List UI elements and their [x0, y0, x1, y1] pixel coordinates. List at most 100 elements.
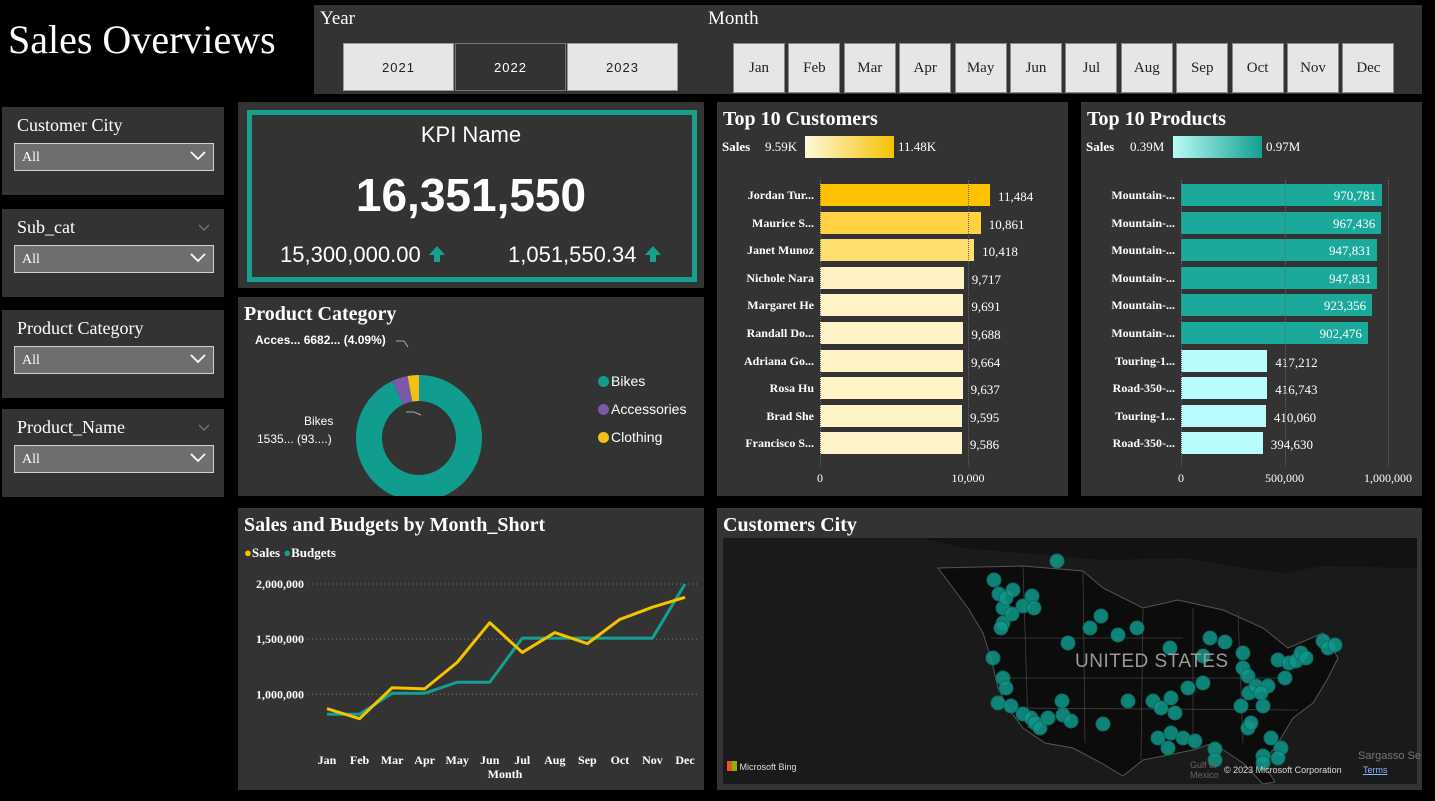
bar[interactable] [820, 322, 963, 344]
y-tick-label: 2,000,000 [256, 577, 304, 591]
map-city-marker[interactable] [1130, 621, 1144, 635]
month-apr-button[interactable]: Apr [899, 43, 951, 93]
map-city-marker[interactable] [1041, 711, 1055, 725]
map-city-marker[interactable] [1094, 609, 1108, 623]
month-nov-button[interactable]: Nov [1287, 43, 1339, 93]
bar[interactable] [820, 432, 962, 454]
map-city-marker[interactable] [1196, 676, 1210, 690]
products-color-scale [1173, 136, 1262, 158]
map-city-marker[interactable] [1111, 628, 1125, 642]
map-city-marker[interactable] [1168, 706, 1182, 720]
map-city-marker[interactable] [1271, 751, 1285, 765]
bar[interactable] [820, 377, 963, 399]
month-jun-button[interactable]: Jun [1010, 43, 1062, 93]
filter-dropdown[interactable]: All [14, 346, 214, 374]
map-city-marker[interactable] [999, 681, 1013, 695]
products-legend-max: 0.97M [1266, 139, 1300, 155]
map-terms-link[interactable]: Terms [1363, 765, 1388, 775]
bar[interactable] [820, 405, 962, 427]
map-city-marker[interactable] [1006, 583, 1020, 597]
map-city-marker[interactable] [1005, 607, 1019, 621]
customers-map[interactable] [723, 538, 1417, 784]
bar[interactable] [1181, 432, 1263, 454]
map-city-marker[interactable] [1188, 734, 1202, 748]
map-city-marker[interactable] [1218, 635, 1232, 649]
axis-tick-label: 0 [780, 471, 860, 486]
month-dec-button[interactable]: Dec [1342, 43, 1394, 93]
map-city-marker[interactable] [1328, 638, 1342, 652]
map-city-marker[interactable] [1121, 694, 1135, 708]
map-city-marker[interactable] [1027, 601, 1041, 615]
map-city-marker[interactable] [1181, 681, 1195, 695]
bar[interactable] [1181, 350, 1267, 372]
month-may-button[interactable]: May [955, 43, 1007, 93]
map-city-marker[interactable] [1244, 716, 1258, 730]
filter-dropdown[interactable]: All [14, 245, 214, 273]
map-city-marker[interactable] [994, 621, 1008, 635]
bar-value-label: 410,060 [1274, 410, 1316, 426]
chevron-down-icon[interactable] [198, 219, 210, 237]
map-city-marker[interactable] [1236, 646, 1250, 660]
month-jul-button[interactable]: Jul [1065, 43, 1117, 93]
legend-item[interactable]: Clothing [598, 429, 662, 445]
axis-tick-label: 10,000 [928, 471, 1008, 486]
bar-category-label: Mountain-... [1081, 216, 1175, 231]
month-aug-button[interactable]: Aug [1121, 43, 1173, 93]
map-country-label: UNITED STATES [1075, 651, 1229, 673]
bar[interactable] [820, 239, 974, 261]
y-tick-label: 1,000,000 [256, 687, 304, 701]
map-city-marker[interactable] [987, 573, 1001, 587]
map-city-marker[interactable] [1050, 554, 1064, 568]
bar-value-label: 9,664 [971, 355, 1000, 371]
bing-logo: Microsoft Bing [727, 761, 797, 772]
bar-category-label: Road-350-... [1081, 381, 1175, 396]
map-city-marker[interactable] [986, 651, 1000, 665]
bar[interactable] [820, 294, 963, 316]
legend-item[interactable]: Bikes [598, 373, 645, 389]
month-sep-button[interactable]: Sep [1176, 43, 1228, 93]
year-2023-button[interactable]: 2023 [567, 43, 678, 91]
map-city-marker[interactable] [1055, 694, 1069, 708]
gulf-label-line2: Mexico [1190, 770, 1219, 780]
arrow-up-icon [427, 244, 447, 264]
bar[interactable] [820, 267, 964, 289]
map-city-marker[interactable] [1083, 621, 1097, 635]
map-city-marker[interactable] [991, 696, 1005, 710]
bar[interactable] [820, 212, 981, 234]
map-city-marker[interactable] [1164, 691, 1178, 705]
bar[interactable] [820, 184, 990, 206]
map-city-marker[interactable] [1256, 699, 1270, 713]
month-jan-button[interactable]: Jan [733, 43, 785, 93]
bar[interactable] [820, 350, 963, 372]
map-city-marker[interactable] [1061, 636, 1075, 650]
map-city-marker[interactable] [1004, 699, 1018, 713]
year-2021-button[interactable]: 2021 [343, 43, 454, 91]
top-products-panel: Top 10 Products Sales 0.39M 0.97M Mounta… [1081, 102, 1422, 496]
legend-label: Accessories [611, 401, 686, 417]
bar-category-label: Mountain-... [1081, 188, 1175, 203]
legend-item[interactable]: Accessories [598, 401, 686, 417]
chevron-down-icon[interactable] [198, 419, 210, 437]
gridline [1388, 180, 1389, 466]
filter-dropdown[interactable]: All [14, 445, 214, 473]
map-city-marker[interactable] [1096, 717, 1110, 731]
month-feb-button[interactable]: Feb [788, 43, 840, 93]
map-city-marker[interactable] [1254, 686, 1268, 700]
filter-dropdown[interactable]: All [14, 143, 214, 171]
map-city-marker[interactable] [1234, 699, 1248, 713]
bar[interactable] [1181, 405, 1266, 427]
map-city-marker[interactable] [1203, 631, 1217, 645]
bar[interactable] [1181, 377, 1267, 399]
filter-card: Product_Name All [2, 409, 224, 497]
map-city-marker[interactable] [1299, 651, 1313, 665]
month-mar-button[interactable]: Mar [844, 43, 896, 93]
year-2022-button[interactable]: 2022 [455, 43, 566, 91]
month-oct-button[interactable]: Oct [1232, 43, 1284, 93]
map-city-marker[interactable] [1161, 741, 1175, 755]
line-chart-plot: 2,000,0001,500,0001,000,000Jan Feb Mar Apr M… [238, 508, 704, 790]
map-city-marker[interactable] [1278, 671, 1292, 685]
bar-category-label: Randall Do... [717, 326, 814, 341]
filter-card: Customer City All [2, 107, 224, 195]
map-city-marker[interactable] [1064, 714, 1078, 728]
filter-label: Sub_cat [17, 217, 75, 238]
